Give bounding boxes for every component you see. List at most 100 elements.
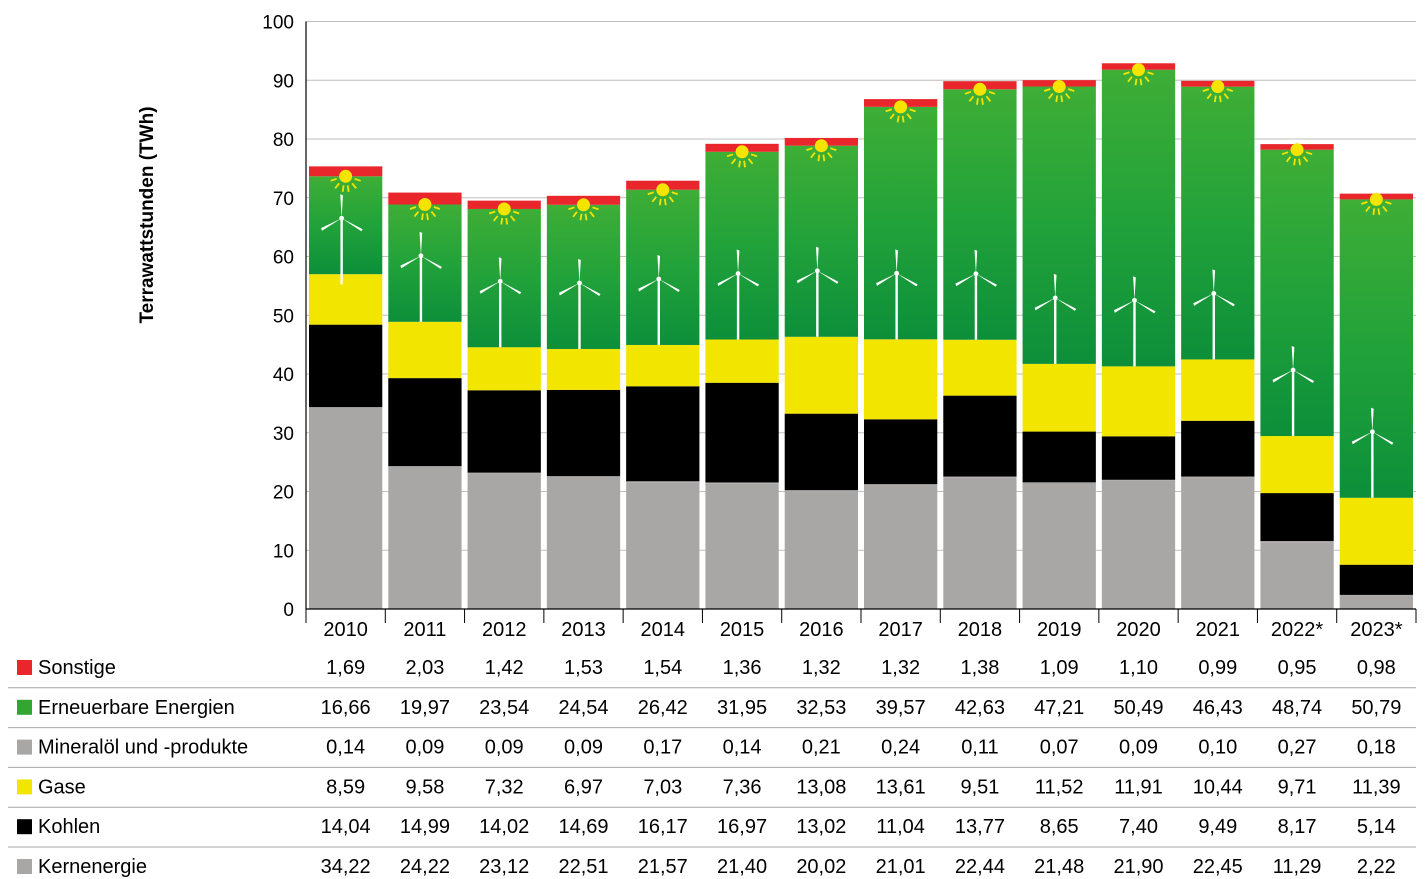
x-tick-label: 2023* bbox=[1350, 619, 1402, 641]
bar-segment-mineral-l-und-produkte bbox=[467, 472, 541, 474]
x-tick-label: 2020 bbox=[1116, 619, 1161, 641]
bar-segment-kohlen bbox=[943, 395, 1017, 477]
bar-segment-kohlen bbox=[705, 382, 779, 483]
bar-segment-erneuerbare-energien bbox=[784, 145, 858, 337]
bar-segment-gase bbox=[467, 347, 541, 391]
table-cell: 23,54 bbox=[479, 697, 529, 719]
bar-segment-mineral-l-und-produkte bbox=[784, 490, 858, 492]
bar-segment-erneuerbare-energien bbox=[467, 208, 541, 348]
bar-segment-kohlen bbox=[1260, 493, 1334, 542]
bar-segment-kohlen bbox=[1181, 420, 1255, 477]
legend-label: Sonstige bbox=[38, 657, 116, 679]
bar-segment-gase bbox=[309, 274, 383, 325]
legend-swatch bbox=[17, 699, 32, 715]
bar-segment-erneuerbare-energien bbox=[864, 106, 938, 340]
table-cell: 8,59 bbox=[326, 776, 365, 798]
table-cell: 34,22 bbox=[321, 856, 371, 878]
bar-segment-kernenergie bbox=[1260, 542, 1334, 609]
legend-swatch bbox=[17, 739, 32, 755]
x-tick-label: 2010 bbox=[323, 619, 368, 641]
table-cell: 0,17 bbox=[643, 737, 682, 759]
bar-segment-gase bbox=[705, 339, 779, 383]
y-tick-label: 80 bbox=[273, 130, 294, 151]
legend-label: Erneuerbare Energien bbox=[38, 697, 235, 719]
table-cell: 13,08 bbox=[796, 776, 846, 798]
y-tick-label: 30 bbox=[273, 424, 294, 445]
bar-segment-kohlen bbox=[546, 389, 621, 477]
table-cell: 1,32 bbox=[881, 657, 920, 679]
bar-segment-kernenergie bbox=[626, 482, 700, 609]
bar-segment-gase bbox=[1101, 366, 1176, 437]
bar-segment-erneuerbare-energien bbox=[705, 151, 779, 340]
table-cell: 0,95 bbox=[1278, 657, 1317, 679]
table-cell: 1,69 bbox=[326, 657, 365, 679]
bar-segment-kernenergie bbox=[705, 483, 779, 609]
table-cell: 1,54 bbox=[643, 657, 682, 679]
table-cell: 0,99 bbox=[1198, 657, 1237, 679]
table-cell: 8,17 bbox=[1278, 816, 1317, 838]
table-cell: 42,63 bbox=[955, 697, 1005, 719]
table-cell: 5,14 bbox=[1357, 816, 1396, 838]
table-cell: 9,71 bbox=[1278, 776, 1317, 798]
table-cell: 1,42 bbox=[485, 657, 524, 679]
table-cell: 6,97 bbox=[564, 776, 603, 798]
table-cell: 0,07 bbox=[1040, 737, 1079, 759]
bar-segment-gase bbox=[864, 339, 938, 420]
legend-swatch bbox=[17, 859, 32, 874]
table-cell: 0,24 bbox=[881, 737, 920, 759]
bar-segment-mineral-l-und-produkte bbox=[388, 466, 462, 467]
table-cell: 7,32 bbox=[485, 776, 524, 798]
table-cell: 0,09 bbox=[405, 737, 444, 759]
table-cell: 0,21 bbox=[802, 737, 841, 759]
x-tick-label: 2021 bbox=[1196, 619, 1241, 641]
bar-segment-kohlen bbox=[388, 378, 462, 467]
bar-segment-mineral-l-und-produkte bbox=[943, 476, 1017, 478]
bar-segment-gase bbox=[1260, 436, 1334, 494]
x-tick-label: 2019 bbox=[1037, 619, 1082, 641]
table-cell: 2,03 bbox=[405, 657, 444, 679]
table-cell: 16,17 bbox=[638, 816, 688, 838]
table-cell: 24,22 bbox=[400, 856, 450, 878]
table-cell: 0,98 bbox=[1357, 657, 1396, 679]
bar-segment-mineral-l-und-produkte bbox=[1181, 476, 1255, 478]
table-cell: 11,52 bbox=[1035, 776, 1084, 798]
table-cell: 7,40 bbox=[1119, 816, 1158, 838]
bar-segment-erneuerbare-energien bbox=[1181, 86, 1255, 360]
bar-segment-kohlen bbox=[467, 390, 541, 473]
table-cell: 19,97 bbox=[400, 697, 450, 719]
table-cell: 21,90 bbox=[1113, 856, 1163, 878]
bar-segment-erneuerbare-energien bbox=[1101, 69, 1176, 367]
bar-segment-erneuerbare-energien bbox=[1339, 199, 1413, 498]
table-cell: 0,10 bbox=[1198, 737, 1237, 759]
table-cell: 9,58 bbox=[405, 776, 444, 798]
y-tick-label: 70 bbox=[273, 189, 294, 210]
y-tick-label: 90 bbox=[273, 71, 294, 92]
table-cell: 47,21 bbox=[1034, 697, 1084, 719]
y-tick-label: 50 bbox=[273, 306, 294, 327]
legend-label: Mineralöl und -produkte bbox=[38, 737, 248, 759]
table-cell: 20,02 bbox=[796, 856, 846, 878]
table-cell: 32,53 bbox=[796, 697, 846, 719]
bar-segment-kernenergie bbox=[1181, 477, 1255, 609]
bar-segment-kohlen bbox=[309, 324, 383, 408]
table-cell: 1,10 bbox=[1119, 657, 1158, 679]
table-cell: 14,04 bbox=[321, 816, 371, 838]
bar-segment-erneuerbare-energien bbox=[388, 204, 462, 322]
bar-segment-erneuerbare-energien bbox=[1260, 149, 1334, 437]
legend-swatch bbox=[17, 660, 32, 675]
table-cell: 9,51 bbox=[960, 776, 999, 798]
legend-label: Kohlen bbox=[38, 816, 100, 838]
bar-segment-mineral-l-und-produkte bbox=[864, 484, 938, 486]
table-cell: 2,22 bbox=[1357, 856, 1396, 878]
bar-segment-mineral-l-und-produkte bbox=[1101, 479, 1176, 481]
table-cell: 8,65 bbox=[1040, 816, 1079, 838]
bar-segment-erneuerbare-energien bbox=[943, 89, 1017, 340]
bar-segment-gase bbox=[1022, 363, 1096, 432]
table-cell: 46,43 bbox=[1193, 697, 1243, 719]
bar-segment-mineral-l-und-produkte bbox=[1339, 594, 1413, 596]
table-cell: 21,57 bbox=[638, 856, 688, 878]
table-cell: 11,39 bbox=[1352, 776, 1401, 798]
legend-swatch bbox=[17, 819, 32, 835]
y-tick-label: 60 bbox=[273, 248, 294, 269]
table-cell: 1,38 bbox=[960, 657, 999, 679]
